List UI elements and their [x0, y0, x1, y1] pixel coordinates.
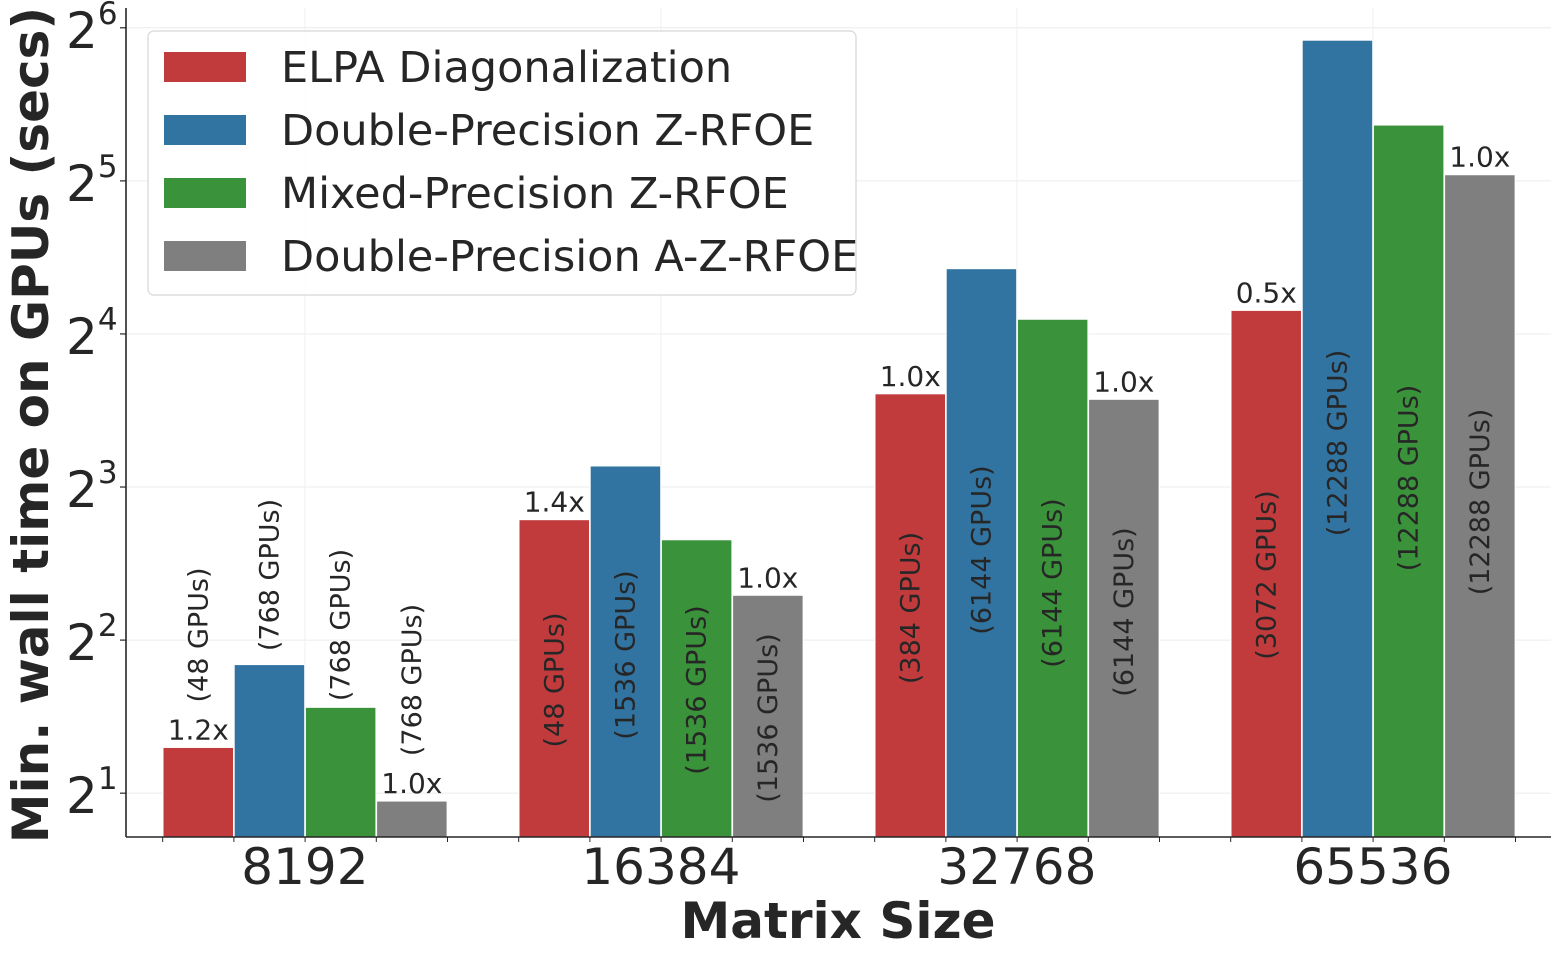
legend-box: [147, 30, 857, 296]
speedup-label: 1.0x: [737, 561, 798, 594]
gpu-count-labels: (48 GPUs) (48 GPUs) (384 GPUs) (3072 GPUs) (…: [183, 350, 1496, 803]
x-tick-labels: 8192 16384 32768 65536: [241, 838, 1452, 896]
gpu-count-label: (384 GPUs): [895, 532, 926, 684]
speedup-label: 1.0x: [1093, 365, 1154, 398]
y-tick-label: 23: [66, 455, 118, 519]
y-tick-label: 25: [66, 149, 118, 213]
gpu-count-label: (12288 GPUs): [1394, 385, 1425, 572]
gpu-count-label: (12288 GPUs): [1322, 350, 1353, 537]
speedup-label: 0.5x: [1236, 276, 1297, 309]
gpu-count-label: (48 GPUs): [539, 612, 570, 747]
gpu-count-label: (768 GPUs): [326, 549, 357, 701]
legend-label: ELPA Diagonalization: [281, 43, 732, 93]
y-tick-label: 26: [66, 0, 118, 60]
bar: [732, 594, 804, 838]
bar: [1444, 174, 1516, 838]
gpu-count-label: (1536 GPUs): [610, 570, 641, 739]
legend-label: Double-Precision A-Z-RFOE: [281, 232, 858, 282]
y-axis-title: Min. wall time on GPUs (secs): [2, 7, 60, 844]
gpu-count-label: (768 GPUs): [254, 499, 285, 651]
gpu-count-label: (6144 GPUs): [1109, 527, 1140, 696]
legend-swatch: [164, 241, 246, 271]
legend-label: Mixed-Precision Z-RFOE: [281, 169, 789, 219]
bar: [660, 539, 733, 838]
bar: [1230, 309, 1302, 838]
y-tick-label: 22: [66, 608, 118, 672]
bar: [304, 706, 377, 838]
bar: [376, 800, 448, 838]
x-axis-title: Matrix Size: [680, 892, 995, 950]
axes: [125, 8, 1551, 842]
bar: [162, 746, 234, 838]
y-tick-label: 24: [66, 302, 118, 366]
gpu-count-label: (48 GPUs): [183, 567, 214, 702]
y-tick-labels: 21 22 23 24 25 26: [66, 0, 126, 825]
y-tick-label: 21: [66, 761, 118, 825]
speedup-label: 1.0x: [381, 767, 442, 800]
bar: [1301, 39, 1374, 838]
x-tick-label: 32768: [937, 838, 1096, 896]
gpu-count-label: (1536 GPUs): [682, 605, 713, 774]
gpu-count-label: (3072 GPUs): [1251, 490, 1282, 659]
x-tick-label: 8192: [241, 838, 368, 896]
speedup-label: 1.4x: [524, 486, 585, 519]
speedup-label: 1.0x: [880, 360, 941, 393]
bar: [518, 519, 590, 838]
legend-swatch: [164, 52, 246, 82]
bar: [233, 664, 306, 838]
gpu-count-label: (1536 GPUs): [753, 633, 784, 802]
bar: [1372, 124, 1445, 838]
legend-swatch: [164, 115, 246, 145]
speedup-label: 1.0x: [1449, 141, 1510, 174]
speedup-label: 1.2x: [168, 713, 229, 746]
legend-swatch: [164, 178, 246, 208]
legend: ELPA Diagonalization Double-Precision Z-R…: [147, 30, 858, 296]
gpu-count-label: (6144 GPUs): [966, 465, 997, 634]
x-tick-label: 65536: [1293, 838, 1452, 896]
gpu-count-label: (768 GPUs): [397, 604, 428, 756]
bar: [945, 268, 1018, 838]
speedup-labels: 1.2x 1.4x 1.0x 0.5x 1.0x 1.0x 1.0x 1.0x: [168, 141, 1511, 800]
gpu-count-label: (12288 GPUs): [1465, 409, 1496, 596]
bar: [1088, 398, 1160, 838]
bar: [1016, 318, 1089, 838]
x-tick-label: 16384: [581, 838, 740, 896]
legend-label: Double-Precision Z-RFOE: [281, 106, 814, 156]
gpu-count-label: (6144 GPUs): [1038, 498, 1069, 667]
bar: [589, 465, 662, 838]
